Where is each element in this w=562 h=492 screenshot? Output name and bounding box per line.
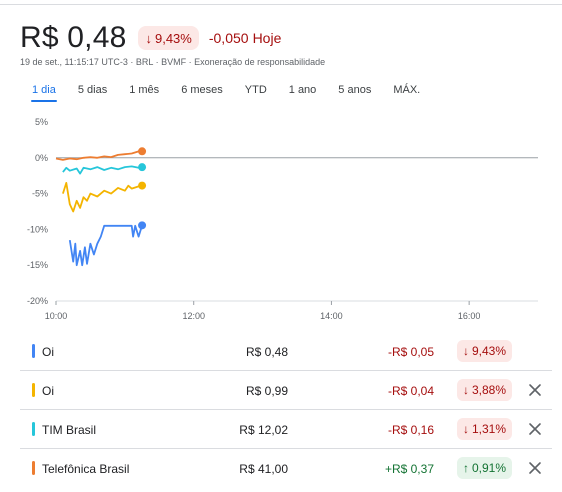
stock-price: R$ 0,99 — [245, 384, 288, 398]
stock-change: +R$ 0,37 — [384, 462, 434, 476]
comparison-table: Oi R$ 0,48 -R$ 0,05 ↓ 9,43% Oi R$ 0,99 -R$ 0,04… — [20, 332, 552, 488]
current-price: R$ 0,48 — [20, 21, 127, 54]
series-color-marker — [32, 422, 35, 436]
stock-price: R$ 41,00 — [239, 462, 288, 476]
stock-name: TIM Brasil — [42, 423, 96, 437]
stock-name: Oi — [42, 384, 54, 398]
tab-3[interactable]: 6 meses — [181, 84, 223, 96]
stock-percent-value: 3,88% — [471, 383, 506, 397]
arrow-down-icon: ↓ — [145, 30, 152, 46]
y-tick-label: -10% — [27, 224, 48, 234]
series-end-point-3 — [138, 221, 147, 230]
x-tick-label: 16:00 — [458, 311, 481, 321]
today-label: Hoje — [252, 30, 282, 46]
tab-6[interactable]: 5 anos — [338, 84, 372, 96]
top-divider — [0, 4, 562, 5]
arrow-down-icon: ↓ — [462, 344, 469, 358]
stock-name: Telefônica Brasil — [42, 462, 130, 476]
series-end-point-2 — [138, 181, 147, 190]
arrow-up-icon: ↑ — [462, 461, 469, 475]
series-end-point-0 — [138, 147, 147, 156]
stock-percent-badge: ↓ 9,43% — [456, 340, 512, 362]
stock-change: -R$ 0,16 — [387, 423, 434, 437]
arrow-down-icon: ↓ — [462, 422, 469, 436]
comparison-row[interactable]: TIM Brasil R$ 12,02 -R$ 0,16 ↓ 1,31% — [20, 410, 552, 449]
tab-0[interactable]: 1 dia — [31, 84, 57, 102]
series-line-1 — [62, 165, 143, 175]
close-icon[interactable] — [527, 421, 543, 437]
close-icon[interactable] — [527, 460, 543, 476]
quote-meta[interactable]: 19 de set., 11:15:17 UTC-3 · BRL · BVMF … — [20, 57, 326, 67]
x-tick-label: 14:00 — [320, 311, 343, 321]
stock-name: Oi — [42, 345, 54, 359]
comparison-row[interactable]: Oi R$ 0,99 -R$ 0,04 ↓ 3,88% — [20, 371, 552, 410]
comparison-row[interactable]: Telefônica Brasil R$ 41,00 +R$ 0,37 ↑ 0,91% — [20, 449, 552, 488]
tab-4[interactable]: YTD — [244, 84, 267, 96]
arrow-down-icon: ↓ — [462, 383, 469, 397]
x-tick-label: 10:00 — [45, 311, 68, 321]
y-tick-label: -15% — [27, 260, 48, 270]
comparison-chart: 5% 0% -5% -10% -15% -20% 10:00 12:00 14:00 16:00 — [27, 117, 538, 321]
stock-change: -R$ 0,05 — [387, 345, 434, 359]
comparison-row[interactable]: Oi R$ 0,48 -R$ 0,05 ↓ 9,43% — [20, 332, 552, 371]
series-line-2 — [62, 182, 143, 213]
stock-percent-value: 1,31% — [471, 422, 506, 436]
quote-header: R$ 0,48 ↓ 9,43% -0,050 Hoje — [20, 22, 281, 54]
percent-change-badge: ↓ 9,43% — [138, 26, 199, 50]
percent-change-value: 9,43% — [154, 30, 192, 46]
stock-percent-badge: ↓ 3,88% — [456, 379, 512, 401]
y-tick-label: 5% — [35, 117, 48, 127]
stock-percent-value: 9,43% — [471, 344, 506, 358]
close-icon[interactable] — [527, 382, 543, 398]
series-line-0 — [55, 150, 143, 161]
series-end-point-1 — [138, 163, 147, 172]
series-line-3 — [68, 224, 143, 267]
stock-percent-badge: ↓ 1,31% — [456, 418, 512, 440]
series-color-marker — [32, 461, 35, 475]
stock-percent-value: 0,91% — [471, 461, 506, 475]
tab-1[interactable]: 5 dias — [77, 84, 108, 96]
stock-price: R$ 12,02 — [239, 423, 288, 437]
stock-price: R$ 0,48 — [245, 345, 288, 359]
series-color-marker — [32, 344, 35, 358]
y-tick-label: -20% — [27, 296, 48, 306]
tab-2[interactable]: 1 mês — [129, 84, 160, 96]
tab-5[interactable]: 1 ano — [288, 84, 317, 96]
tab-7[interactable]: MÁX. — [393, 84, 421, 96]
absolute-change: -0,050 Hoje — [209, 30, 282, 46]
stock-change: -R$ 0,04 — [387, 384, 434, 398]
series-color-marker — [32, 383, 35, 397]
x-tick-label: 12:00 — [182, 311, 205, 321]
stock-percent-badge: ↑ 0,91% — [456, 457, 512, 479]
y-tick-label: 0% — [35, 153, 48, 163]
y-tick-label: -5% — [32, 189, 48, 199]
range-tabs: 1 dia 5 dias 1 mês 6 meses YTD 1 ano 5 anos MÁX… — [31, 84, 442, 102]
absolute-change-value: -0,050 — [208, 30, 249, 46]
